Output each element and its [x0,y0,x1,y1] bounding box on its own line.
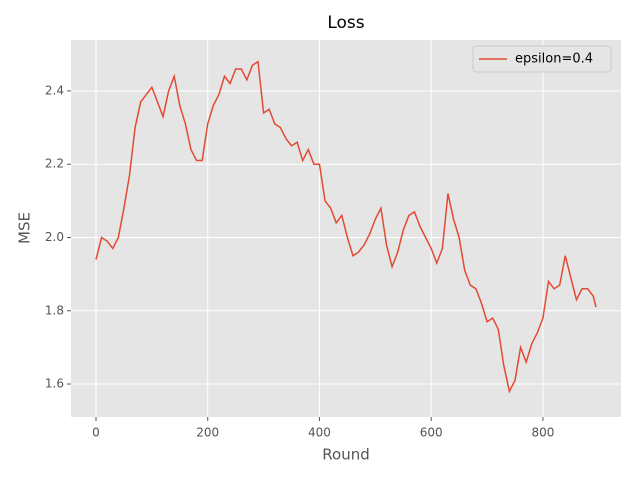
x-tick-label: 200 [196,426,219,440]
y-tick-label: 2.2 [45,157,64,171]
legend-box [472,45,612,73]
y-tick-label: 2.0 [45,230,64,244]
y-tick-label: 2.4 [45,83,64,97]
plot-area [71,40,621,417]
x-tick-label: 0 [92,426,100,440]
x-axis-label: Round [322,446,369,464]
x-tick-label: 600 [420,426,443,440]
y-tick-label: 1.6 [45,377,64,391]
x-tick-label: 400 [308,426,331,440]
y-tick-label: 1.8 [45,303,64,317]
chart-title: Loss [327,13,364,33]
legend-label: epsilon=0.4 [515,52,593,67]
data-line [95,60,597,394]
x-tick-label: 800 [531,426,554,440]
y-axis-label: MSE [16,212,34,244]
